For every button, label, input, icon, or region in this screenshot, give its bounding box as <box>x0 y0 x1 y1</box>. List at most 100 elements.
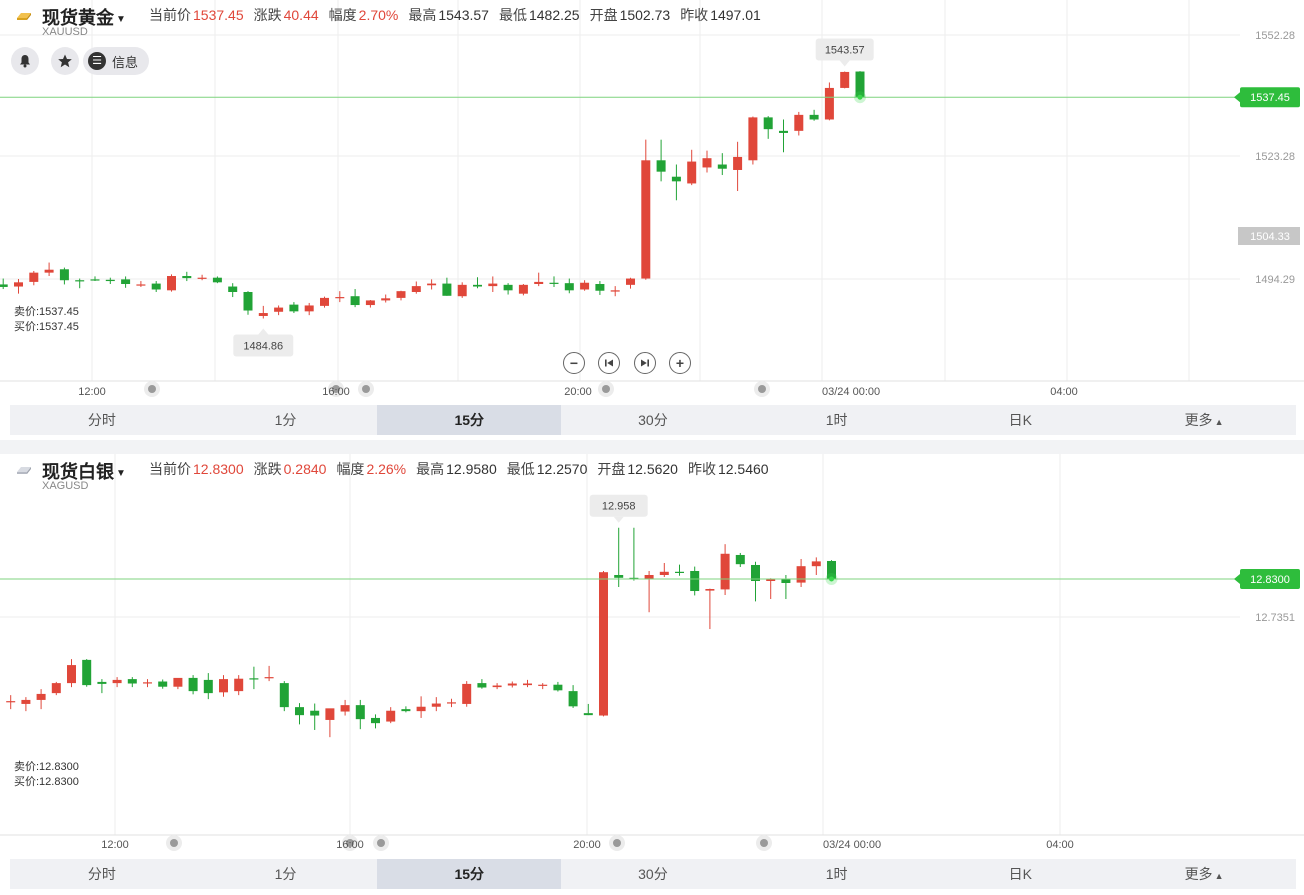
quote-item: 幅度 2.70% <box>329 7 399 23</box>
quote-item: 最高 12.9580 <box>416 461 497 477</box>
quote-label: 昨收 <box>687 461 716 477</box>
candle-body <box>447 702 456 704</box>
high-price-label-arrow <box>839 60 850 67</box>
symbol-selector[interactable]: 现货黄金 ▼ <box>42 4 126 30</box>
gold-chart-panel: 1552.28 1523.28 1494.29 1537.45 1504.33 1543.… <box>0 0 1304 440</box>
candle-body <box>97 681 107 684</box>
tab-4[interactable]: 1时 <box>745 405 929 435</box>
candle-body <box>59 269 69 281</box>
alert-button[interactable] <box>11 47 39 75</box>
candle-body <box>173 677 183 687</box>
tab-5[interactable]: 日K <box>929 859 1113 889</box>
rewind-button[interactable] <box>598 352 620 374</box>
event-marker-dot <box>362 385 370 393</box>
time-axis-label: 03/24 00:00 <box>823 839 881 851</box>
candle-body <box>21 699 31 704</box>
candle-body <box>411 286 421 293</box>
candle-body <box>6 701 16 703</box>
zoom-out-button[interactable]: − <box>563 352 585 374</box>
price-axis-label: 12.7351 <box>1255 612 1295 624</box>
candle-body <box>477 683 487 688</box>
menu-icon: ☰ <box>88 52 106 70</box>
candle-body <box>14 282 23 287</box>
candle-body <box>763 117 773 130</box>
period-tabs: 分时 1分 15分 30分 1时 日K 更多 ▲ <box>10 859 1296 889</box>
quote-value: 1537.45 <box>193 7 244 23</box>
tab-1[interactable]: 1分 <box>194 405 378 435</box>
quote-item: 最高 1543.57 <box>408 7 489 23</box>
quote-item: 昨收 1497.01 <box>680 7 761 23</box>
current-price-tag-arrow <box>1234 574 1240 584</box>
candle-body <box>431 703 441 707</box>
tab-2[interactable]: 15分 <box>377 405 562 435</box>
event-marker-dot <box>332 385 340 393</box>
candle-body <box>811 561 821 567</box>
candle-body <box>365 300 375 306</box>
candle-body <box>381 298 391 301</box>
symbol-selector[interactable]: 现货白银 ▼ <box>42 458 126 484</box>
quote-label: 涨跌 <box>253 7 282 23</box>
time-axis-label: 20:00 <box>564 386 592 398</box>
time-axis-label: 16:00 <box>322 386 350 398</box>
candle-body <box>371 717 380 724</box>
candle-body <box>335 297 345 299</box>
gold-bar-icon <box>17 13 31 20</box>
zoom-in-button[interactable]: + <box>669 352 691 374</box>
high-price-label-arrow <box>613 516 624 523</box>
candle-body <box>733 156 743 170</box>
time-axis-label: 12:00 <box>101 839 129 851</box>
candle-body <box>855 71 865 98</box>
tab-label: 15分 <box>454 412 485 428</box>
quote-value: 2.26% <box>366 461 407 477</box>
caret-down-icon: ▼ <box>116 13 126 25</box>
tab-0[interactable]: 分时 <box>10 405 194 435</box>
fast-forward-button[interactable] <box>634 352 656 374</box>
candle-body <box>796 566 806 583</box>
current-price-tag-text: 1537.45 <box>1250 92 1290 104</box>
tab-6[interactable]: 更多 ▲ <box>1112 405 1296 435</box>
candle-body <box>644 574 654 580</box>
tab-3[interactable]: 30分 <box>561 859 745 889</box>
gold-candlestick-chart[interactable]: 1552.28 1523.28 1494.29 1537.45 1504.33 1543.… <box>0 0 1304 400</box>
candle-body <box>29 272 39 282</box>
favorite-button[interactable] <box>51 47 79 75</box>
tab-label: 1时 <box>825 866 848 882</box>
candle-body <box>212 277 222 283</box>
tab-label: 更多 <box>1184 866 1213 882</box>
bid-ask: 卖价:12.8300 买价:12.8300 <box>14 760 79 790</box>
tab-6[interactable]: 更多 ▲ <box>1112 859 1296 889</box>
gold-header: 现货黄金 ▼ XAUUSD 当前价 1537.45 涨跌 40.44 幅度 2.70% 最高 1… <box>14 2 1214 42</box>
time-axis-label: 04:00 <box>1050 386 1078 398</box>
silver-candlestick-chart[interactable]: 12.7351 12.8300 12.958 12:00 16:00 20:00 03/24… <box>0 454 1304 854</box>
current-price-dot <box>857 94 863 100</box>
tab-label: 1分 <box>274 866 297 882</box>
tab-4[interactable]: 1时 <box>745 859 929 889</box>
candle-body <box>748 117 758 161</box>
quote-value: 1543.57 <box>438 7 489 23</box>
symbol-code: XAUUSD <box>42 26 88 38</box>
candle-body <box>82 659 92 686</box>
quote-value: 12.8300 <box>193 461 244 477</box>
tab-0[interactable]: 分时 <box>10 859 194 889</box>
quote-label: 最低 <box>506 461 535 477</box>
candle-body <box>0 284 8 287</box>
caret-up-icon: ▲ <box>1214 871 1224 881</box>
candle-body <box>295 707 304 716</box>
symbol-code: XAGUSD <box>42 480 89 492</box>
info-button[interactable]: ☰ 信息 <box>83 47 149 75</box>
tab-1[interactable]: 1分 <box>194 859 378 889</box>
current-price-tag <box>1240 87 1300 108</box>
quote-item: 涨跌 0.2840 <box>254 461 327 477</box>
tab-label: 1分 <box>274 412 297 428</box>
candle-body <box>781 579 791 584</box>
event-marker-dot <box>148 385 156 393</box>
candle-body <box>151 283 161 290</box>
tab-3[interactable]: 30分 <box>561 405 745 435</box>
high-price-label <box>589 494 648 517</box>
candle-body <box>720 553 730 590</box>
tab-2[interactable]: 15分 <box>377 859 562 889</box>
symbol-name: 现货黄金 <box>42 8 114 28</box>
candle-body <box>599 572 608 716</box>
tab-5[interactable]: 日K <box>929 405 1113 435</box>
event-marker-dot <box>758 385 766 393</box>
